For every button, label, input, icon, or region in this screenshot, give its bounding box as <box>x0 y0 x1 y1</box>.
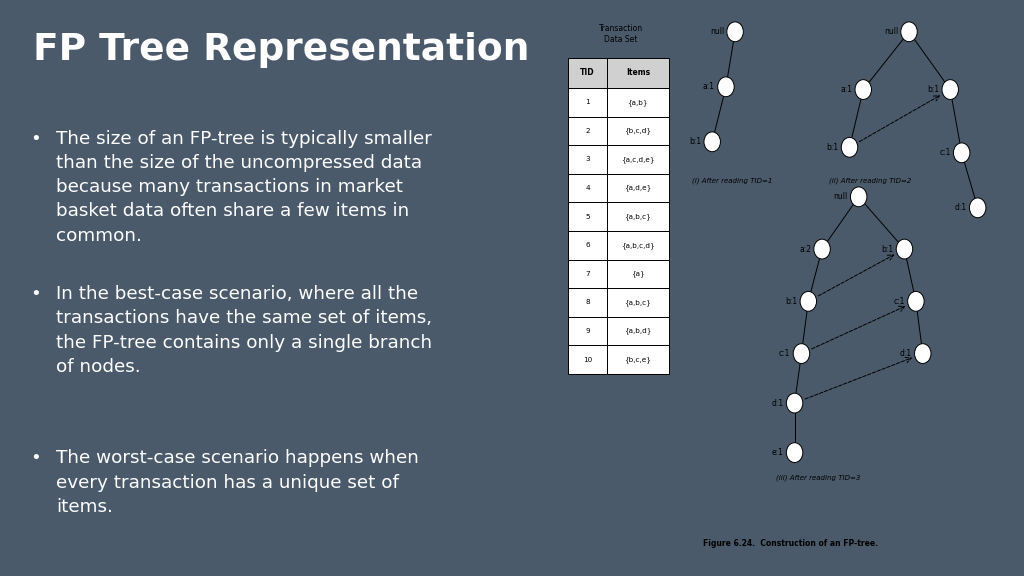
Text: b:1: b:1 <box>826 143 839 152</box>
Text: 1: 1 <box>585 99 590 105</box>
Circle shape <box>855 79 871 100</box>
Text: c:1: c:1 <box>894 297 905 306</box>
Text: 9: 9 <box>585 328 590 334</box>
Text: 4: 4 <box>585 185 590 191</box>
Bar <box>568 346 607 374</box>
Bar <box>607 116 669 145</box>
Text: {a,b}: {a,b} <box>628 99 648 105</box>
Text: d:1: d:1 <box>900 349 911 358</box>
Text: c:1: c:1 <box>779 349 791 358</box>
Text: The worst-case scenario happens when
every transaction has a unique set of
items: The worst-case scenario happens when eve… <box>56 449 419 516</box>
Text: {a,b,d}: {a,b,d} <box>624 328 651 335</box>
Text: The size of an FP-tree is typically smaller
than the size of the uncompressed da: The size of an FP-tree is typically smal… <box>56 130 432 245</box>
Text: {a,c,d,e}: {a,c,d,e} <box>621 156 654 163</box>
Text: b:1: b:1 <box>927 85 939 94</box>
Circle shape <box>703 132 721 151</box>
Text: {b,c,e}: {b,c,e} <box>625 357 651 363</box>
Text: {b,c,d}: {b,c,d} <box>625 127 651 134</box>
Text: b:1: b:1 <box>882 245 894 253</box>
Bar <box>568 174 607 202</box>
Bar <box>568 58 607 88</box>
Bar <box>607 288 669 317</box>
Text: null: null <box>884 27 898 36</box>
Bar <box>568 317 607 346</box>
Text: {a,b,c}: {a,b,c} <box>625 299 651 306</box>
Text: TID: TID <box>581 69 595 77</box>
Circle shape <box>953 143 970 162</box>
Text: •: • <box>31 130 41 147</box>
Text: {a,b,c,d}: {a,b,c,d} <box>621 242 654 249</box>
Circle shape <box>800 291 816 311</box>
Bar <box>607 174 669 202</box>
Text: FP Tree Representation: FP Tree Representation <box>34 32 529 68</box>
Text: In the best-case scenario, where all the
transactions have the same set of items: In the best-case scenario, where all the… <box>56 285 432 376</box>
Text: b:1: b:1 <box>689 137 701 146</box>
Text: Transaction
Data Set: Transaction Data Set <box>599 24 643 44</box>
Text: Items: Items <box>626 69 650 77</box>
Text: 8: 8 <box>585 300 590 305</box>
Bar <box>607 58 669 88</box>
Bar <box>607 231 669 260</box>
Circle shape <box>814 239 830 259</box>
Text: null: null <box>710 27 724 36</box>
Circle shape <box>907 291 924 311</box>
Circle shape <box>970 198 986 218</box>
Text: •: • <box>31 285 41 303</box>
Text: (iii) After reading TID=3: (iii) After reading TID=3 <box>776 475 860 481</box>
Bar <box>568 231 607 260</box>
Text: d:1: d:1 <box>954 203 967 213</box>
Text: 5: 5 <box>585 214 590 219</box>
Circle shape <box>896 239 912 259</box>
Text: 3: 3 <box>585 157 590 162</box>
Text: a:1: a:1 <box>841 85 852 94</box>
Circle shape <box>786 393 803 413</box>
Text: 7: 7 <box>585 271 590 277</box>
Bar <box>607 317 669 346</box>
Text: {a,d,e}: {a,d,e} <box>625 185 651 191</box>
Text: b:1: b:1 <box>785 297 798 306</box>
Bar <box>568 145 607 174</box>
Bar <box>607 202 669 231</box>
Circle shape <box>901 22 918 41</box>
Bar <box>607 145 669 174</box>
Text: •: • <box>31 449 41 467</box>
Text: a:1: a:1 <box>702 82 715 92</box>
Text: (i) After reading TID=1: (i) After reading TID=1 <box>691 177 772 184</box>
Circle shape <box>942 79 958 100</box>
Circle shape <box>851 187 867 207</box>
Text: c:1: c:1 <box>939 148 950 157</box>
Text: {a}: {a} <box>631 271 645 277</box>
Text: 6: 6 <box>585 242 590 248</box>
Text: a:2: a:2 <box>799 245 811 253</box>
Bar <box>607 88 669 116</box>
Bar <box>568 260 607 288</box>
Circle shape <box>727 22 743 41</box>
Text: 2: 2 <box>585 128 590 134</box>
Circle shape <box>718 77 734 97</box>
Circle shape <box>786 443 803 463</box>
Circle shape <box>842 138 858 157</box>
Text: 10: 10 <box>583 357 592 363</box>
Circle shape <box>794 344 810 363</box>
Bar <box>568 202 607 231</box>
Bar <box>568 88 607 116</box>
Text: e:1: e:1 <box>772 448 783 457</box>
Text: {a,b,c}: {a,b,c} <box>625 213 651 220</box>
Bar <box>607 260 669 288</box>
Circle shape <box>914 344 931 363</box>
Bar <box>568 116 607 145</box>
Text: d:1: d:1 <box>771 399 783 408</box>
Bar <box>607 346 669 374</box>
Text: (ii) After reading TID=2: (ii) After reading TID=2 <box>828 177 911 184</box>
Bar <box>568 288 607 317</box>
Text: null: null <box>834 192 848 202</box>
Text: Figure 6.24.  Construction of an FP-tree.: Figure 6.24. Construction of an FP-tree. <box>702 539 878 548</box>
